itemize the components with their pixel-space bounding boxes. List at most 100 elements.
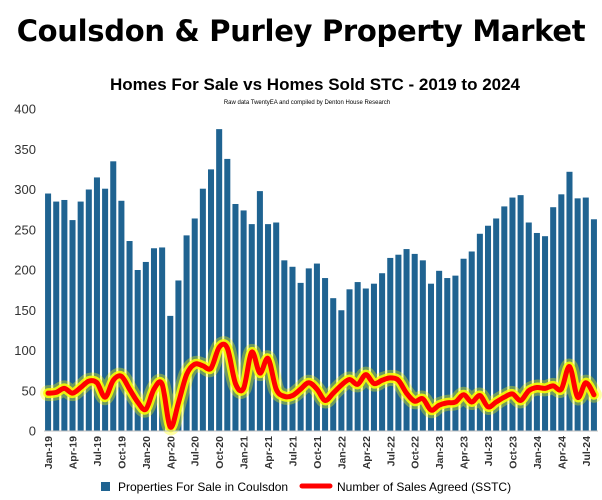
- x-tick-label: Apr-20: [165, 436, 177, 469]
- bar: [256, 191, 263, 431]
- bar: [485, 225, 492, 431]
- x-tick-label: Apr-23: [459, 436, 471, 469]
- x-tick-label: Jul-20: [190, 436, 202, 467]
- bar: [77, 201, 84, 431]
- bar: [142, 261, 149, 431]
- bar: [297, 282, 304, 431]
- bar: [501, 206, 508, 431]
- x-tick-label: Jul-19: [92, 436, 104, 467]
- bar: [61, 199, 68, 431]
- bar: [330, 298, 337, 431]
- bar: [362, 288, 369, 431]
- x-axis: Jan-19 Apr-19 Jul-19 Oct-19 Jan-20 Apr-20 Jul-…: [43, 430, 598, 469]
- bar: [175, 280, 182, 431]
- x-tick-label: Jan-22: [336, 436, 348, 469]
- x-tick-label: Oct-23: [507, 436, 519, 469]
- bar: [582, 197, 589, 431]
- bar: [289, 266, 296, 431]
- x-tick-label: Jul-21: [287, 436, 299, 467]
- bar: [281, 260, 288, 431]
- x-tick-label: Apr-22: [361, 436, 373, 469]
- bar: [379, 273, 386, 431]
- x-tick-label: Jan-21: [239, 436, 251, 469]
- bar: [566, 171, 573, 432]
- bar: [444, 278, 451, 431]
- bar: [387, 257, 394, 431]
- bar: [305, 268, 312, 431]
- bar: [395, 254, 402, 431]
- chart-subtitle: Raw data TwentyEA and compiled by Denton…: [224, 100, 390, 106]
- x-tick-label: Apr-19: [68, 436, 80, 469]
- chart-title: Homes For Sale vs Homes Sold STC - 2019 …: [110, 75, 521, 94]
- x-tick-label: Jan-19: [43, 436, 55, 469]
- bar: [419, 260, 426, 431]
- bar: [476, 233, 483, 431]
- bar: [427, 283, 434, 431]
- bar: [208, 169, 215, 432]
- bar: [436, 270, 443, 431]
- bar: [273, 222, 280, 431]
- bar: [403, 249, 410, 431]
- page-heading: Coulsdon & Purley Property Market: [16, 14, 586, 48]
- y-tick-label: 150: [14, 303, 36, 318]
- line-series: [45, 341, 597, 430]
- legend-label-line: Number of Sales Agreed (SSTC): [337, 480, 511, 494]
- bar: [199, 188, 206, 431]
- x-tick-label: Jan-23: [434, 436, 446, 469]
- bar: [517, 195, 524, 431]
- bar: [525, 222, 532, 431]
- bar: [224, 158, 231, 431]
- bar: [542, 236, 549, 431]
- bar: [248, 224, 255, 431]
- y-tick-label: 100: [14, 343, 36, 358]
- y-tick-label: 350: [14, 142, 36, 157]
- legend: Properties For Sale in Coulsdon Number o…: [101, 480, 511, 494]
- x-tick-label: Oct-20: [214, 436, 226, 469]
- bar: [460, 258, 467, 431]
- y-tick-label: 300: [14, 182, 36, 197]
- bar: [590, 219, 597, 431]
- bar: [411, 253, 418, 431]
- x-tick-label: Jul-24: [581, 436, 593, 467]
- y-tick-label: 250: [14, 222, 36, 237]
- bar: [183, 235, 190, 431]
- bar: [574, 198, 581, 431]
- bar: [110, 161, 117, 431]
- y-tick-label: 400: [14, 102, 36, 117]
- bar: [93, 177, 100, 431]
- bar: [159, 247, 166, 431]
- bar: [493, 218, 500, 431]
- y-axis: 0 50 100 150 200 250 300 350 400: [14, 102, 36, 439]
- bar: [45, 193, 52, 431]
- bar: [313, 263, 320, 431]
- bar: [265, 224, 272, 431]
- bar: [354, 282, 361, 431]
- y-tick-label: 50: [22, 383, 36, 398]
- legend-swatch-bars: [101, 482, 110, 491]
- x-tick-label: Oct-19: [116, 436, 128, 469]
- x-tick-label: Jul-23: [483, 436, 495, 467]
- bar: [118, 200, 125, 431]
- bar: [558, 194, 565, 431]
- bar: [509, 197, 516, 431]
- x-tick-label: Jul-22: [385, 436, 397, 467]
- bar-series: [45, 129, 597, 432]
- bar: [53, 201, 60, 431]
- bar: [338, 310, 345, 431]
- bar: [134, 270, 141, 431]
- line-path: [45, 341, 597, 430]
- bar: [240, 210, 247, 431]
- bar: [167, 315, 174, 431]
- y-tick-label: 0: [29, 424, 36, 439]
- bar: [370, 283, 377, 431]
- bar: [150, 248, 157, 431]
- legend-label-bars: Properties For Sale in Coulsdon: [118, 480, 288, 494]
- y-tick-label: 200: [14, 263, 36, 278]
- x-tick-label: Apr-24: [556, 436, 568, 469]
- bar: [126, 241, 133, 431]
- bar: [533, 232, 540, 431]
- bar: [102, 188, 109, 431]
- bar: [468, 251, 475, 431]
- bar: [85, 189, 92, 431]
